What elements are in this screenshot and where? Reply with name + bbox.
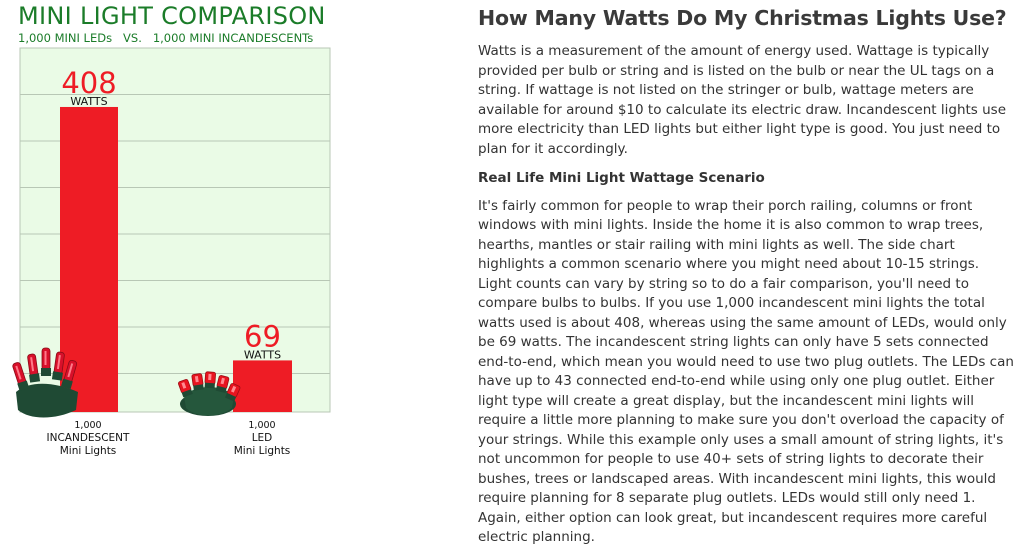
category-count: 1,000 — [74, 420, 101, 431]
category-sub: Mini Lights — [60, 445, 117, 457]
article-subheading: Real Life Mini Light Wattage Scenario — [478, 170, 765, 186]
category-name: INCANDESCENT — [47, 432, 131, 444]
chart-title: MINI LIGHT COMPARISON — [18, 2, 326, 30]
value-unit-label: WATTS — [70, 95, 107, 108]
article: How Many Watts Do My Christmas Lights Us… — [478, 0, 1016, 548]
category-name: LED — [252, 432, 273, 444]
value-label: 408 — [61, 66, 116, 100]
article-paragraph-2: It's fairly common for people to wrap th… — [478, 197, 1014, 546]
value-unit-label: WATTS — [244, 348, 281, 361]
article-heading: How Many Watts Do My Christmas Lights Us… — [478, 6, 1007, 30]
category-count: 1,000 — [248, 420, 275, 431]
chart-panel: 408 WATTS 69 WATTS 1,000 INCANDESCENT Mini Li… — [0, 0, 440, 494]
chart-subtitle: 1,000 MINI LEDs VS. 1,000 MINI INCANDESC… — [18, 31, 314, 45]
bar-led — [233, 360, 292, 412]
value-label: 69 — [244, 319, 281, 353]
category-sub: Mini Lights — [234, 445, 291, 457]
article-paragraph-1: Watts is a measurement of the amount of … — [478, 43, 1007, 157]
led-light-string-icon — [178, 371, 241, 416]
incandescent-light-string-icon — [12, 347, 78, 418]
